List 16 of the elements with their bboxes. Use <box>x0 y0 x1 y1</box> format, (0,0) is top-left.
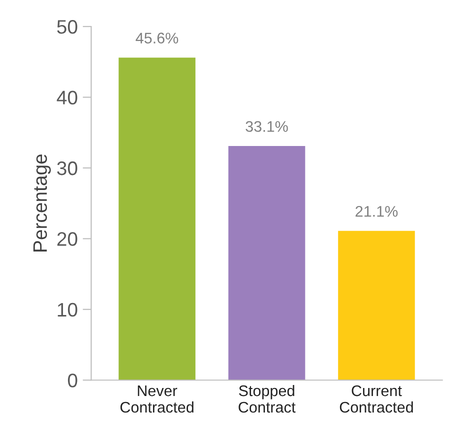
y-tick-label: 10 <box>58 302 78 317</box>
y-tick-label: 50 <box>57 20 78 34</box>
x-tick-label: Stopped Contract <box>238 384 296 413</box>
y-tick-label: 20 <box>57 232 78 246</box>
bar <box>228 146 306 380</box>
x-tick-label: Never Contracted <box>120 386 194 413</box>
data-label: 21.1% <box>356 206 398 217</box>
data-label: 33.1% <box>246 121 288 132</box>
data-label: 45.6% <box>136 32 178 44</box>
bar <box>118 58 196 380</box>
bar <box>338 230 415 380</box>
y-tick-label: 30 <box>57 161 78 176</box>
y-axis-title: Percentage <box>33 154 51 252</box>
y-tick-label: 40 <box>56 90 78 104</box>
x-tick-label: Current Contracted <box>340 385 413 413</box>
y-tick-label: 0 <box>68 374 78 388</box>
